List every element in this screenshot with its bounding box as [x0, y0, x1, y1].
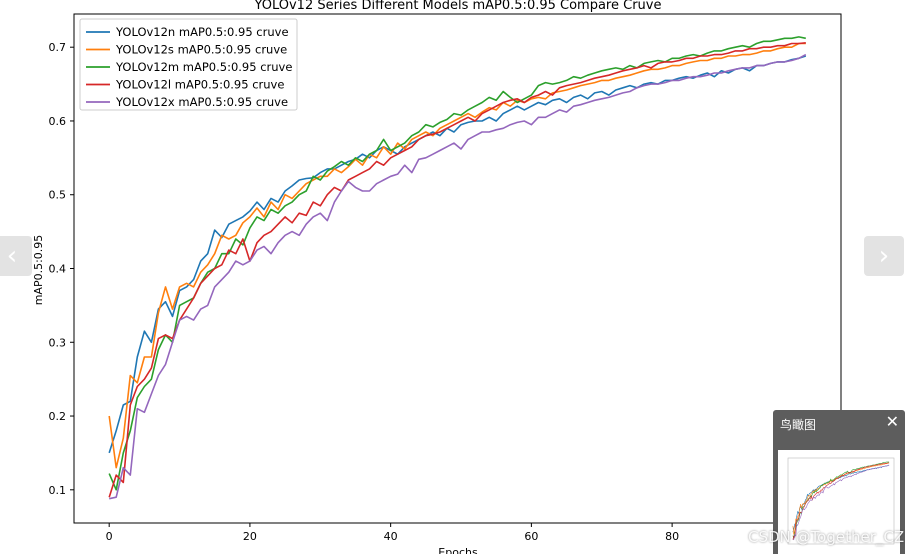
- x-tick-label: 80: [665, 530, 679, 543]
- y-tick-label: 0.6: [49, 115, 67, 128]
- chart-title: YOLOv12 Series Different Models mAP0.5:0…: [254, 0, 662, 13]
- thumb-series-line-2: [792, 462, 890, 535]
- thumbnail-chart: [787, 457, 895, 545]
- series-line-4: [108, 42, 806, 498]
- next-image-button[interactable]: ›: [864, 236, 904, 276]
- x-axis-label: Epochs: [438, 546, 478, 554]
- watermark-text: CSDN @Together_CZ: [748, 528, 905, 546]
- y-tick-label: 0.5: [49, 189, 67, 202]
- legend-label: YOLOv12x mAP0.5:0.95 cruve: [115, 95, 288, 109]
- thumb-series-line-3: [792, 461, 890, 539]
- overview-panel: 鸟瞰图 ✕: [773, 410, 905, 554]
- legend-label: YOLOv12n mAP0.5:0.95 cruve: [115, 25, 289, 39]
- series-line-5: [109, 53, 807, 500]
- x-tick-label: 60: [524, 530, 538, 543]
- chevron-left-icon: ‹: [6, 241, 18, 271]
- close-icon[interactable]: ✕: [885, 412, 899, 431]
- y-tick-label: 0.7: [49, 41, 67, 54]
- series-line-3: [108, 36, 806, 491]
- legend-label: YOLOv12m mAP0.5:0.95 cruve: [115, 60, 292, 74]
- overview-thumbnail[interactable]: [778, 450, 900, 554]
- y-tick-label: 0.1: [49, 484, 67, 497]
- y-tick-label: 0.2: [49, 410, 67, 423]
- legend-label: YOLOv12l mAP0.5:0.95 cruve: [115, 78, 284, 92]
- y-axis-label: mAP0.5:0.95: [32, 235, 45, 306]
- y-tick-label: 0.3: [49, 336, 67, 349]
- prev-image-button[interactable]: ‹: [0, 236, 32, 276]
- y-tick-label: 0.4: [49, 263, 67, 276]
- series-line-2: [108, 42, 806, 469]
- legend-label: YOLOv12s mAP0.5:0.95 cruve: [115, 43, 287, 57]
- x-tick-label: 40: [384, 530, 398, 543]
- thumb-series-line-4: [792, 462, 890, 540]
- thumb-series-line-5: [792, 464, 890, 541]
- legend-box: [79, 18, 298, 111]
- x-tick-label: 0: [106, 530, 113, 543]
- x-tick-label: 20: [243, 530, 257, 543]
- chevron-right-icon: ›: [878, 241, 890, 271]
- overview-title: 鸟瞰图: [780, 418, 817, 432]
